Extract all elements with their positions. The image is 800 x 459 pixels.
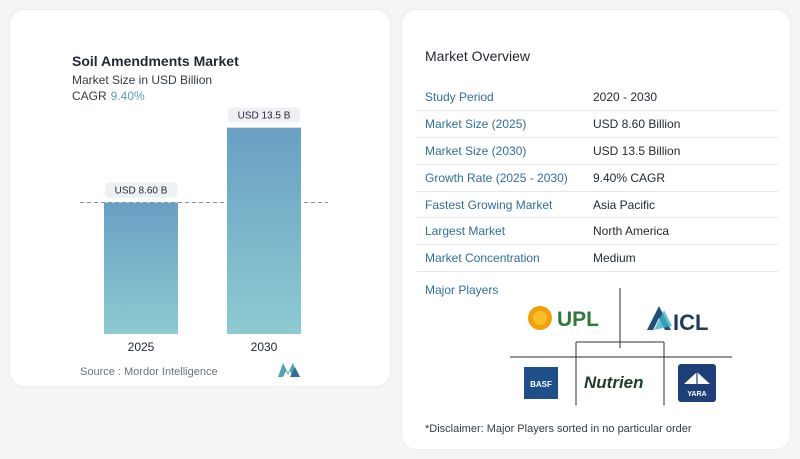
overview-value: Asia Pacific	[584, 191, 778, 219]
overview-value: USD 8.60 Billion	[584, 110, 778, 139]
overview-key: Growth Rate (2025 - 2030)	[416, 164, 584, 192]
overview-row: Largest Market North America	[416, 217, 778, 246]
major-players-title: Major Players	[425, 283, 499, 297]
overview-value: North America	[584, 217, 778, 246]
chart-subtitle: Market Size in USD Billion	[72, 73, 213, 87]
overview-value: USD 13.5 Billion	[584, 137, 778, 165]
icl-logo: ICL	[647, 306, 708, 335]
upl-logo: UPL	[528, 306, 599, 331]
overview-title: Market Overview	[425, 48, 531, 64]
yara-logo: YARA	[678, 364, 716, 402]
overview-key: Largest Market	[416, 217, 584, 246]
mordor-logo-icon	[278, 363, 300, 377]
bar-chart: USD 8.60 B 2025 USD 13.5 B 2030	[80, 107, 328, 354]
cagr-value: 9.40%	[110, 89, 145, 103]
data-label-bg	[228, 107, 300, 123]
overview-row: Study Period 2020 - 2030	[416, 84, 778, 112]
upl-text: UPL	[557, 308, 599, 331]
cagr-line: CAGR 9.40%	[72, 89, 145, 103]
data-label-bg	[105, 182, 177, 198]
overview-row: Market Concentration Medium	[416, 244, 778, 273]
x-tick-label: 2025	[128, 340, 155, 354]
overview-row: Fastest Growing Market Asia Pacific	[416, 191, 778, 219]
disclaimer: *Disclaimer: Major Players sorted in no …	[425, 423, 692, 435]
chart-title: Soil Amendments Market	[72, 53, 239, 69]
overview-key: Study Period	[416, 84, 584, 112]
icl-text: ICL	[673, 310, 708, 335]
overview-key: Market Size (2025)	[416, 110, 584, 139]
basf-logo: BASF	[524, 367, 558, 399]
chart-card	[10, 10, 390, 386]
overview-value: 9.40% CAGR	[584, 164, 778, 192]
major-players-grid: UPL ICL BASF Nutrien YARA	[510, 288, 732, 405]
bar-2025	[104, 202, 178, 334]
yara-text: YARA	[687, 391, 706, 398]
overview-row: Market Size (2025) USD 8.60 Billion	[416, 110, 778, 139]
bar-2030	[227, 127, 301, 335]
overview-value: Medium	[584, 244, 778, 273]
x-tick-label: 2030	[251, 340, 278, 354]
overview-table: Study Period 2020 - 2030 Market Size (2025…	[416, 84, 778, 273]
nutrien-text: Nutrien	[584, 373, 644, 392]
nutrien-logo: Nutrien	[584, 373, 644, 392]
overview-key: Market Size (2030)	[416, 137, 584, 165]
overview-key: Market Concentration	[416, 244, 584, 273]
overview-row: Market Size (2030) USD 13.5 Billion	[416, 137, 778, 165]
cagr-label: CAGR	[72, 89, 107, 103]
data-label: USD 13.5 B	[238, 111, 291, 122]
overview-row: Growth Rate (2025 - 2030) 9.40% CAGR	[416, 164, 778, 192]
overview-value: 2020 - 2030	[584, 84, 778, 112]
overview-key: Fastest Growing Market	[416, 191, 584, 219]
data-label: USD 8.60 B	[115, 186, 168, 197]
source-note: Source : Mordor Intelligence	[80, 366, 218, 378]
basf-text: BASF	[530, 380, 552, 389]
